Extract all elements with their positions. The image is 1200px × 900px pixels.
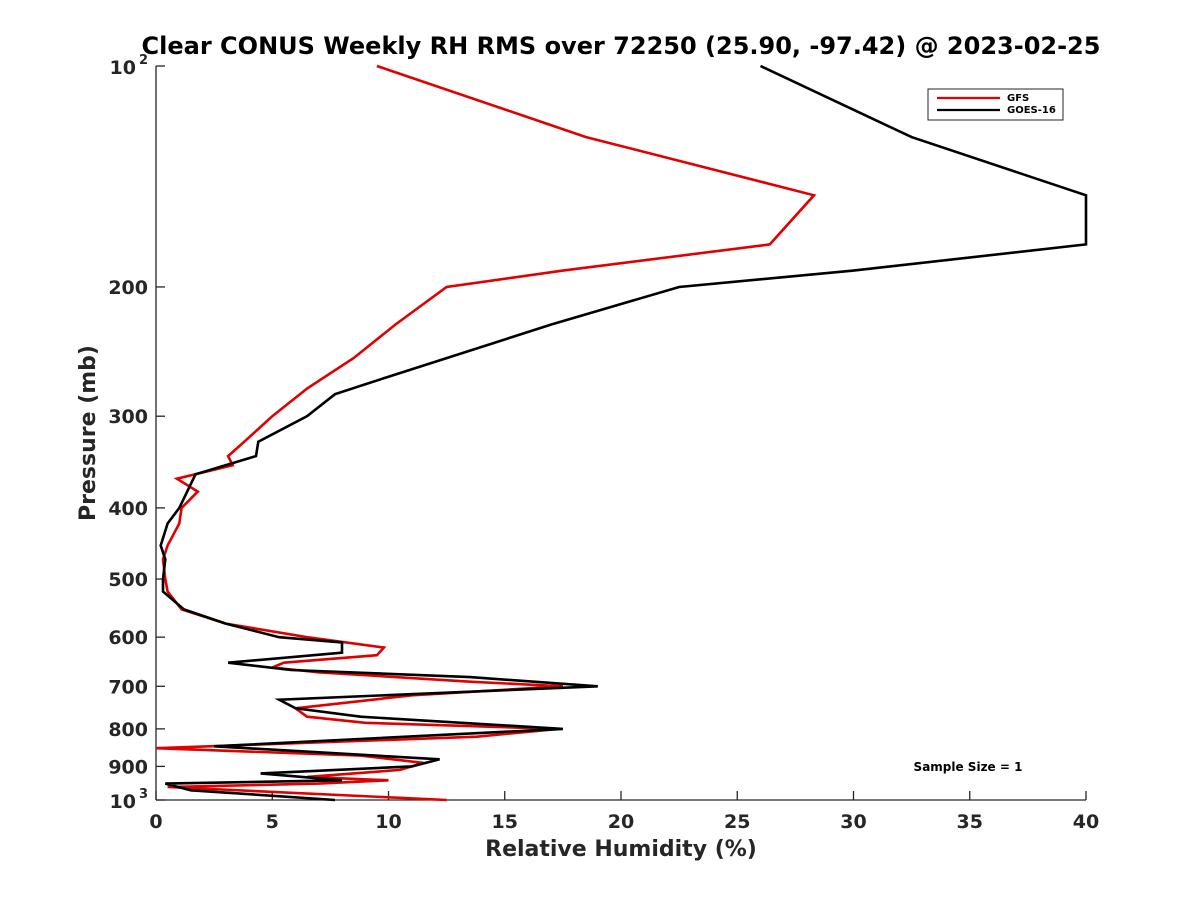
x-tick-label: 25: [724, 811, 750, 833]
y-tick-label: 400: [108, 498, 148, 520]
x-tick-label: 35: [957, 811, 983, 833]
x-tick-label: 15: [492, 811, 518, 833]
y-tick-label: 300: [108, 406, 148, 428]
y-tick-label: 800: [108, 719, 148, 741]
y-tick-label: 200: [108, 277, 148, 299]
legend: GFS GOES-16: [928, 89, 1063, 120]
x-axis-label: Relative Humidity (%): [485, 837, 757, 862]
x-tick-label: 0: [149, 811, 162, 833]
x-tick-label: 10: [375, 811, 401, 833]
chart: Clear CONUS Weekly RH RMS over 72250 (25…: [0, 0, 1200, 900]
x-tick-label: 20: [608, 811, 634, 833]
x-tick-label: 30: [840, 811, 866, 833]
y-tick-label: 700: [108, 676, 148, 698]
chart-title: Clear CONUS Weekly RH RMS over 72250 (25…: [142, 32, 1101, 60]
legend-label-gfs: GFS: [1007, 93, 1029, 104]
y-tick-exponent: 2: [139, 53, 148, 68]
y-tick-exponent: 3: [139, 787, 148, 802]
x-tick-label: 40: [1073, 811, 1099, 833]
legend-label-goes16: GOES-16: [1007, 105, 1056, 116]
y-tick-label: 10: [110, 791, 136, 813]
y-axis-label: Pressure (mb): [76, 345, 101, 521]
y-tick-label: 10: [110, 57, 136, 79]
y-tick-label: 900: [108, 756, 148, 778]
y-tick-label: 500: [108, 569, 148, 591]
x-tick-label: 5: [266, 811, 279, 833]
y-tick-label: 600: [108, 627, 148, 649]
sample-size-annotation: Sample Size = 1: [914, 760, 1023, 774]
